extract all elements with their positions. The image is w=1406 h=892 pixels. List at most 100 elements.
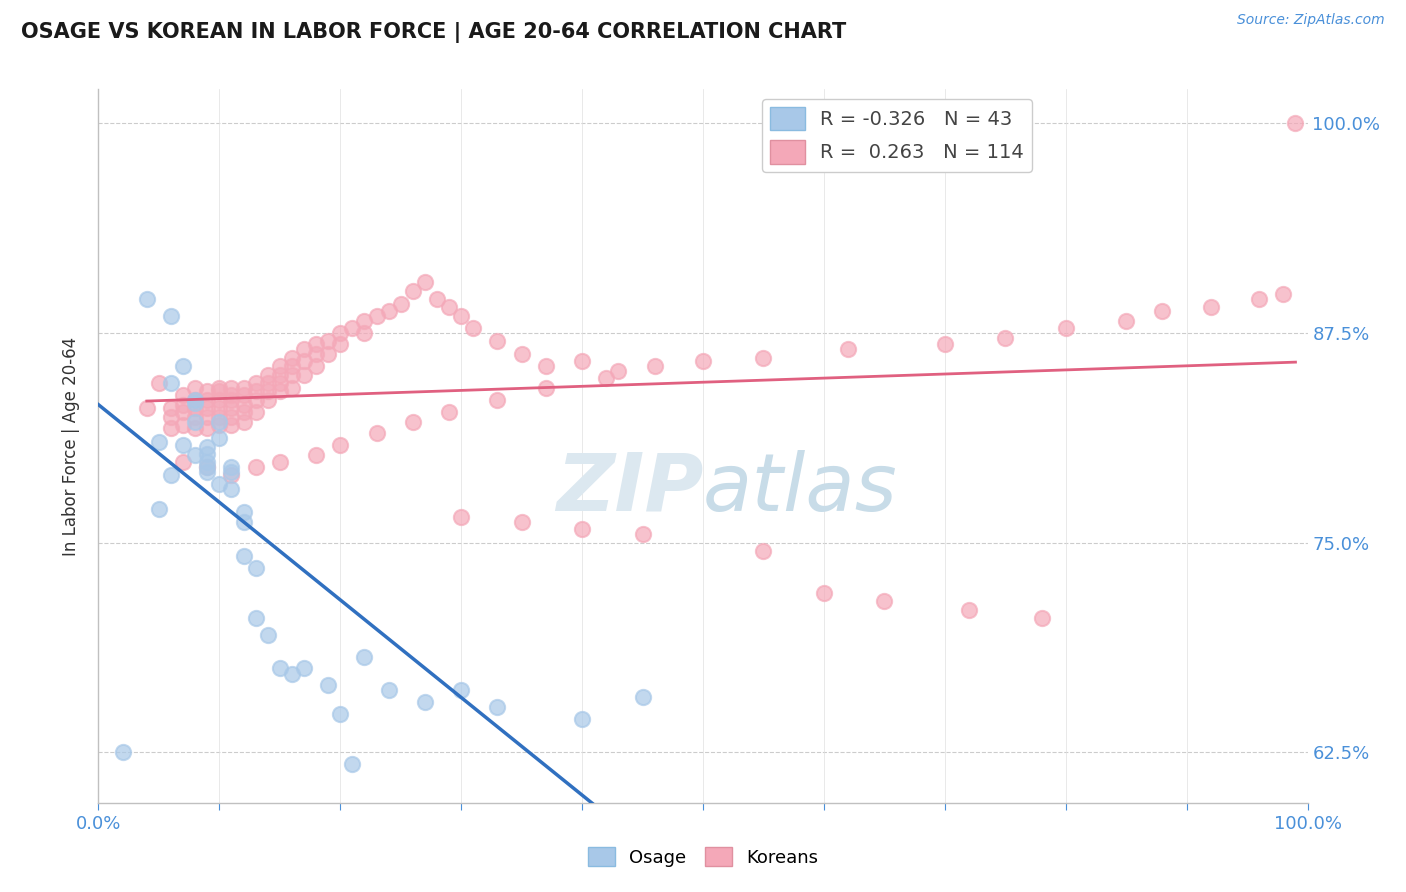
Point bbox=[353, 326, 375, 340]
Legend: R = -0.326   N = 43, R =  0.263   N = 114: R = -0.326 N = 43, R = 0.263 N = 114 bbox=[762, 99, 1032, 171]
Point bbox=[184, 381, 207, 395]
Point bbox=[256, 384, 278, 399]
Point bbox=[256, 376, 278, 390]
Point bbox=[269, 359, 291, 374]
Point bbox=[184, 448, 207, 462]
Point bbox=[450, 309, 472, 323]
Point bbox=[111, 746, 134, 760]
Point bbox=[256, 368, 278, 382]
Point bbox=[256, 628, 278, 642]
Point bbox=[184, 392, 207, 407]
Point bbox=[486, 334, 509, 348]
Point bbox=[377, 303, 399, 318]
Point bbox=[353, 649, 375, 664]
Point bbox=[221, 460, 243, 475]
Point bbox=[571, 354, 593, 368]
Point bbox=[269, 376, 291, 390]
Point bbox=[1284, 116, 1306, 130]
Point bbox=[281, 368, 304, 382]
Point bbox=[160, 468, 183, 483]
Point bbox=[221, 409, 243, 424]
Point bbox=[135, 292, 157, 306]
Point bbox=[305, 347, 328, 361]
Point bbox=[221, 465, 243, 479]
Point bbox=[752, 544, 775, 558]
Point bbox=[329, 326, 352, 340]
Point bbox=[195, 460, 218, 475]
Point bbox=[607, 364, 630, 378]
Point bbox=[232, 549, 254, 563]
Text: OSAGE VS KOREAN IN LABOR FORCE | AGE 20-64 CORRELATION CHART: OSAGE VS KOREAN IN LABOR FORCE | AGE 20-… bbox=[21, 22, 846, 44]
Point bbox=[160, 376, 183, 390]
Point bbox=[135, 401, 157, 416]
Point bbox=[281, 666, 304, 681]
Point bbox=[281, 351, 304, 365]
Point bbox=[195, 465, 218, 479]
Point bbox=[245, 460, 267, 475]
Point bbox=[208, 401, 231, 416]
Point bbox=[245, 560, 267, 574]
Point bbox=[221, 381, 243, 395]
Point bbox=[1115, 314, 1137, 328]
Point bbox=[195, 440, 218, 454]
Point bbox=[413, 695, 436, 709]
Point bbox=[510, 347, 533, 361]
Point bbox=[221, 468, 243, 483]
Point bbox=[1249, 292, 1271, 306]
Point bbox=[208, 476, 231, 491]
Point bbox=[232, 505, 254, 519]
Point bbox=[208, 392, 231, 407]
Point bbox=[221, 482, 243, 496]
Point bbox=[329, 706, 352, 721]
Point bbox=[160, 409, 183, 424]
Point bbox=[245, 392, 267, 407]
Point bbox=[450, 510, 472, 524]
Point bbox=[437, 301, 460, 315]
Text: atlas: atlas bbox=[703, 450, 898, 528]
Legend: Osage, Koreans: Osage, Koreans bbox=[581, 840, 825, 874]
Point bbox=[631, 690, 654, 704]
Point bbox=[245, 376, 267, 390]
Point bbox=[208, 415, 231, 429]
Point bbox=[413, 275, 436, 289]
Point bbox=[172, 359, 194, 374]
Point bbox=[269, 455, 291, 469]
Point bbox=[366, 309, 388, 323]
Point bbox=[366, 426, 388, 441]
Point bbox=[571, 522, 593, 536]
Point bbox=[873, 594, 896, 608]
Point bbox=[184, 409, 207, 424]
Point bbox=[232, 381, 254, 395]
Point bbox=[402, 284, 425, 298]
Point bbox=[1152, 303, 1174, 318]
Point bbox=[208, 432, 231, 446]
Point bbox=[148, 376, 170, 390]
Point bbox=[184, 421, 207, 435]
Point bbox=[232, 415, 254, 429]
Point bbox=[232, 388, 254, 402]
Point bbox=[752, 351, 775, 365]
Text: Source: ZipAtlas.com: Source: ZipAtlas.com bbox=[1237, 13, 1385, 28]
Point bbox=[221, 392, 243, 407]
Point bbox=[1199, 301, 1222, 315]
Point bbox=[305, 359, 328, 374]
Point bbox=[195, 455, 218, 469]
Point bbox=[172, 417, 194, 432]
Point bbox=[486, 700, 509, 714]
Point bbox=[353, 314, 375, 328]
Point bbox=[232, 398, 254, 412]
Point bbox=[316, 678, 339, 692]
Point bbox=[172, 455, 194, 469]
Point bbox=[148, 434, 170, 449]
Point bbox=[172, 404, 194, 418]
Point bbox=[184, 396, 207, 410]
Y-axis label: In Labor Force | Age 20-64: In Labor Force | Age 20-64 bbox=[62, 336, 80, 556]
Point bbox=[342, 757, 364, 772]
Point bbox=[221, 401, 243, 416]
Point bbox=[957, 603, 980, 617]
Point bbox=[426, 292, 449, 306]
Point bbox=[160, 401, 183, 416]
Point bbox=[450, 683, 472, 698]
Point bbox=[221, 417, 243, 432]
Point bbox=[595, 371, 617, 385]
